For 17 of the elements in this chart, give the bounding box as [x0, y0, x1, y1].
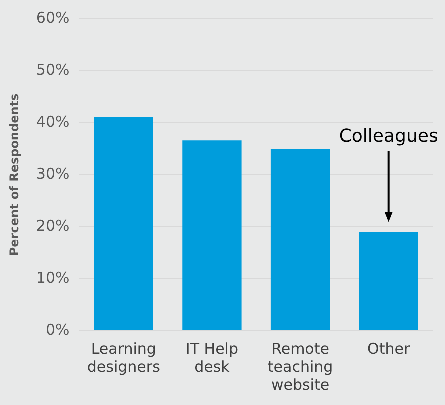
x-tick-label: Learning designers — [87, 340, 161, 376]
x-tick-label: Other — [368, 340, 411, 358]
x-tick-label: Remote teaching website — [268, 340, 334, 394]
y-tick-label: 30% — [36, 164, 70, 183]
y-tick-label: 40% — [36, 112, 70, 131]
y-tick-label: 60% — [36, 8, 70, 27]
bar — [270, 150, 330, 330]
x-tick-label: IT Help desk — [186, 340, 238, 376]
bar — [94, 117, 154, 330]
y-tick-label: 20% — [36, 216, 70, 235]
annotation: Colleagues — [339, 126, 438, 147]
bar — [359, 232, 418, 330]
y-tick-label: 50% — [36, 60, 70, 79]
bar — [182, 140, 242, 330]
y-tick-label: 10% — [36, 268, 70, 287]
y-axis-title: Percent of Respondents — [7, 94, 22, 256]
y-tick-label: 0% — [46, 320, 70, 339]
